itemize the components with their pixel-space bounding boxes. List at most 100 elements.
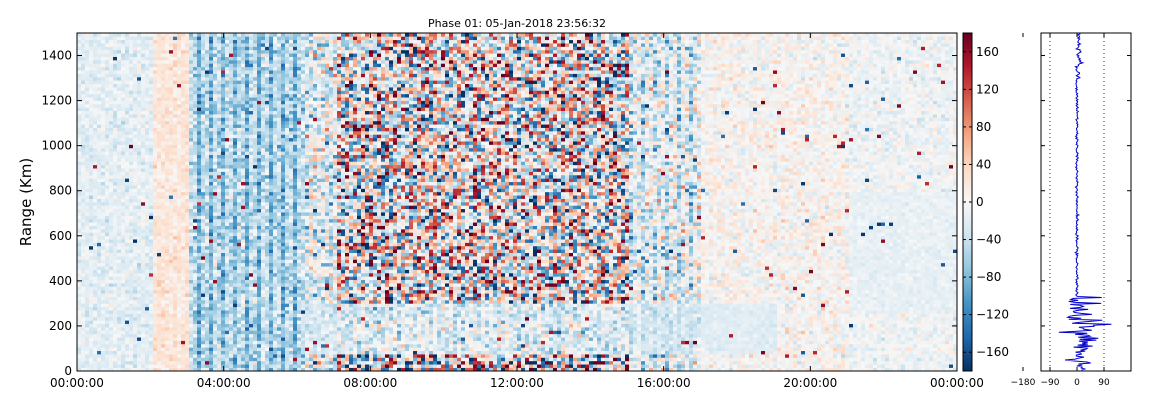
heatmap-cell xyxy=(257,334,261,338)
heatmap-cell xyxy=(153,80,157,84)
heatmap-cell xyxy=(161,50,165,54)
heatmap-cell xyxy=(225,209,229,213)
heatmap-cell xyxy=(93,256,97,260)
heatmap-cell xyxy=(173,36,177,40)
heatmap-cell xyxy=(85,138,89,142)
heatmap-cell xyxy=(233,60,237,64)
heatmap-cell xyxy=(101,334,105,338)
heatmap-cell xyxy=(121,314,125,318)
heatmap-cell xyxy=(97,104,101,108)
heatmap-cell xyxy=(229,320,233,324)
heatmap-cell xyxy=(113,253,117,257)
heatmap-cell xyxy=(225,131,229,135)
heatmap-cell xyxy=(89,33,93,37)
heatmap-cell xyxy=(193,63,197,67)
heatmap-cell xyxy=(97,361,101,365)
heatmap-cell xyxy=(181,118,185,122)
heatmap-cell xyxy=(113,222,117,226)
heatmap-cell xyxy=(205,297,209,301)
heatmap-cell xyxy=(141,205,145,209)
heatmap-cell xyxy=(77,178,81,182)
heatmap-cell xyxy=(177,307,181,311)
heatmap-cell xyxy=(93,182,97,186)
heatmap-cell xyxy=(229,324,233,328)
heatmap-cell xyxy=(145,357,149,361)
heatmap-cell xyxy=(273,320,277,324)
heatmap-cell xyxy=(185,317,189,321)
heatmap-cell xyxy=(241,114,245,118)
heatmap-cell xyxy=(213,357,217,361)
heatmap-cell xyxy=(117,47,121,51)
heatmap-cell xyxy=(233,337,237,341)
heatmap-cell xyxy=(225,226,229,230)
heatmap-cell xyxy=(225,94,229,98)
heatmap-cell xyxy=(169,354,173,358)
heatmap-cell xyxy=(225,229,229,233)
heatmap-cell xyxy=(173,202,177,206)
heatmap-cell xyxy=(101,67,105,71)
heatmap-cell xyxy=(145,351,149,355)
heatmap-cell xyxy=(185,232,189,236)
heatmap-cell xyxy=(245,236,249,240)
heatmap-cell xyxy=(133,145,137,149)
heatmap-cell xyxy=(257,43,261,47)
heatmap-cell xyxy=(217,236,221,240)
heatmap-cell xyxy=(205,229,209,233)
heatmap-cell xyxy=(145,266,149,270)
heatmap-cell xyxy=(253,202,257,206)
heatmap-cell xyxy=(241,90,245,94)
heatmap-cell xyxy=(149,175,153,179)
heatmap-cell xyxy=(145,300,149,304)
heatmap-cell xyxy=(141,307,145,311)
heatmap-cell xyxy=(261,202,265,206)
heatmap-cell xyxy=(89,90,93,94)
heatmap-cell xyxy=(225,107,229,111)
heatmap-cell xyxy=(97,330,101,334)
heatmap-cell xyxy=(129,330,133,334)
heatmap-cell xyxy=(181,276,185,280)
heatmap-cell xyxy=(97,33,101,37)
heatmap-cell xyxy=(265,107,269,111)
heatmap-cell xyxy=(77,67,81,71)
heatmap-cell xyxy=(213,141,217,145)
heatmap-cell xyxy=(145,134,149,138)
heatmap-cell xyxy=(241,118,245,122)
heatmap-cell xyxy=(129,77,133,81)
heatmap-cell xyxy=(89,104,93,108)
heatmap-cell xyxy=(81,300,85,304)
heatmap-cell xyxy=(253,293,257,297)
heatmap-cell xyxy=(149,216,153,220)
heatmap-cell xyxy=(169,314,173,318)
heatmap-cell xyxy=(113,195,117,199)
heatmap-cell xyxy=(137,229,141,233)
heatmap-cell xyxy=(149,33,153,37)
heatmap-cell xyxy=(269,131,273,135)
heatmap-cell xyxy=(93,188,97,192)
heatmap-cell xyxy=(209,121,213,125)
heatmap-cell xyxy=(213,148,217,152)
heatmap-cell xyxy=(137,97,141,101)
heatmap-cell xyxy=(201,216,205,220)
heatmap-cell xyxy=(233,307,237,311)
heatmap-cell xyxy=(189,344,193,348)
heatmap-cell xyxy=(89,50,93,54)
heatmap-cell xyxy=(161,172,165,176)
heatmap-cell xyxy=(145,53,149,57)
heatmap-cell xyxy=(81,185,85,189)
heatmap-cell xyxy=(185,303,189,307)
heatmap-cell xyxy=(241,270,245,274)
heatmap-cell xyxy=(257,158,261,162)
heatmap-cell xyxy=(113,270,117,274)
heatmap-cell xyxy=(77,104,81,108)
heatmap-cell xyxy=(133,216,137,220)
heatmap-cell xyxy=(137,263,141,267)
heatmap-cell xyxy=(213,94,217,98)
heatmap-cell xyxy=(225,195,229,199)
heatmap-cell xyxy=(213,118,217,122)
heatmap-cell xyxy=(245,148,249,152)
heatmap-cell xyxy=(165,188,169,192)
heatmap-cell xyxy=(249,178,253,182)
heatmap-cell xyxy=(113,36,117,40)
heatmap-cell xyxy=(193,107,197,111)
heatmap-cell xyxy=(101,77,105,81)
